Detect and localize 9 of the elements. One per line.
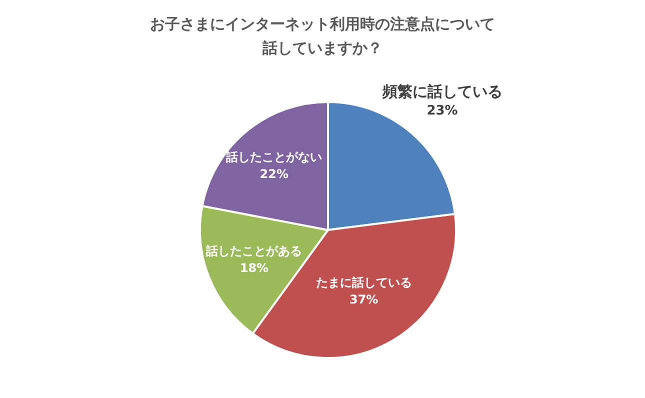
slice-label: 話したことがない <box>225 150 322 164</box>
data-label: 37% <box>349 292 378 307</box>
data-label: 22% <box>260 166 289 181</box>
slice-label: 頻繁に話している <box>381 82 502 100</box>
data-label: 18% <box>240 261 269 276</box>
slice-label: たまに話している <box>316 276 412 290</box>
chart-title: お子さまにインターネット利用時の注意点について話していますか？ <box>149 14 496 59</box>
slice-label: 話したことがある <box>205 244 302 258</box>
data-label: 23% <box>426 103 458 118</box>
